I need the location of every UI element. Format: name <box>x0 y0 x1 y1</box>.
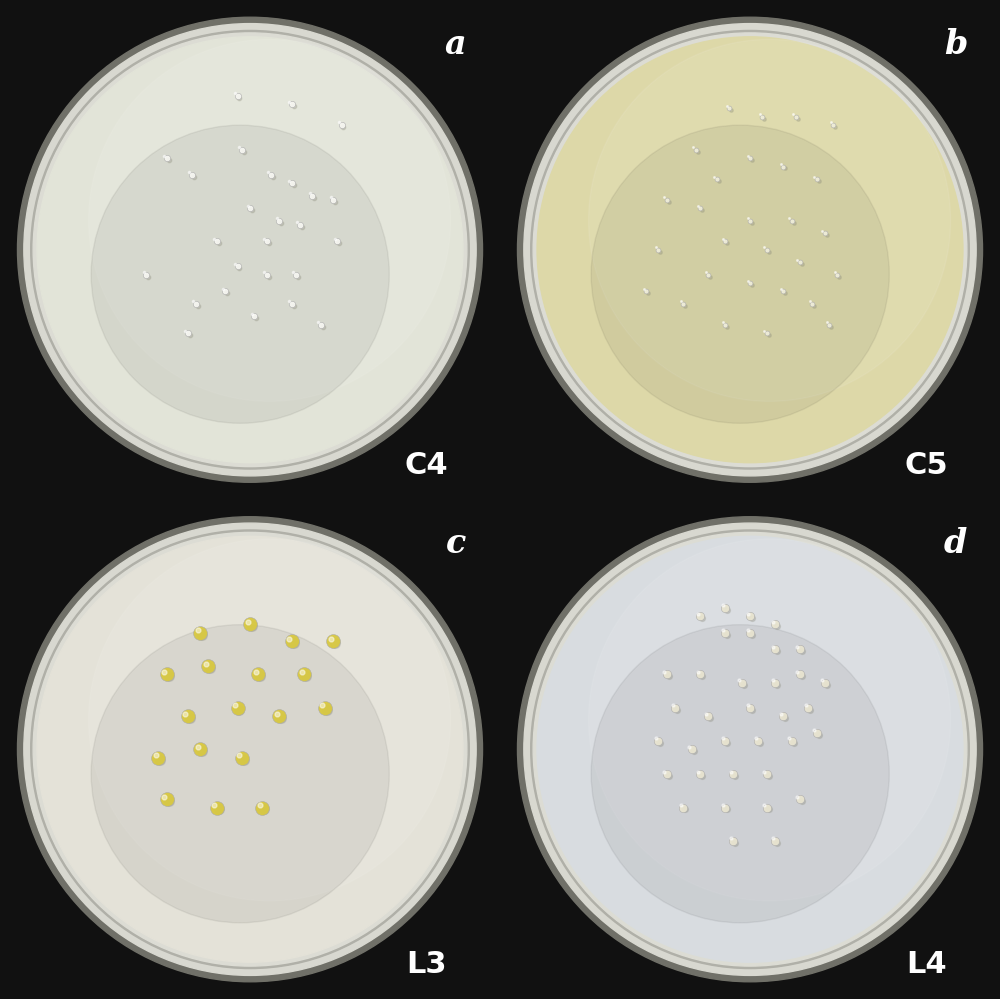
Circle shape <box>24 24 476 476</box>
Circle shape <box>531 30 969 470</box>
Text: b: b <box>944 28 967 61</box>
Text: a: a <box>445 28 466 61</box>
Circle shape <box>91 624 389 923</box>
Circle shape <box>591 624 889 923</box>
Circle shape <box>89 39 451 402</box>
Circle shape <box>31 30 469 470</box>
Circle shape <box>517 516 983 982</box>
Circle shape <box>537 536 963 962</box>
Circle shape <box>24 523 476 975</box>
Text: L3: L3 <box>406 950 446 979</box>
Circle shape <box>533 33 967 467</box>
Text: C4: C4 <box>404 451 448 480</box>
Circle shape <box>31 529 469 969</box>
Circle shape <box>33 532 467 966</box>
Circle shape <box>89 538 451 901</box>
Text: L4: L4 <box>906 950 947 979</box>
Circle shape <box>17 17 483 483</box>
Circle shape <box>17 516 483 982</box>
Circle shape <box>537 37 963 463</box>
Circle shape <box>37 37 463 463</box>
Circle shape <box>589 538 951 901</box>
Circle shape <box>591 125 889 424</box>
Circle shape <box>524 523 976 975</box>
Circle shape <box>37 536 463 962</box>
Circle shape <box>524 24 976 476</box>
Circle shape <box>33 33 467 467</box>
Circle shape <box>531 529 969 969</box>
Text: c: c <box>445 527 466 560</box>
Circle shape <box>589 39 951 402</box>
Circle shape <box>517 17 983 483</box>
Text: C5: C5 <box>904 451 948 480</box>
Circle shape <box>91 125 389 424</box>
Text: d: d <box>944 527 967 560</box>
Circle shape <box>533 532 967 966</box>
